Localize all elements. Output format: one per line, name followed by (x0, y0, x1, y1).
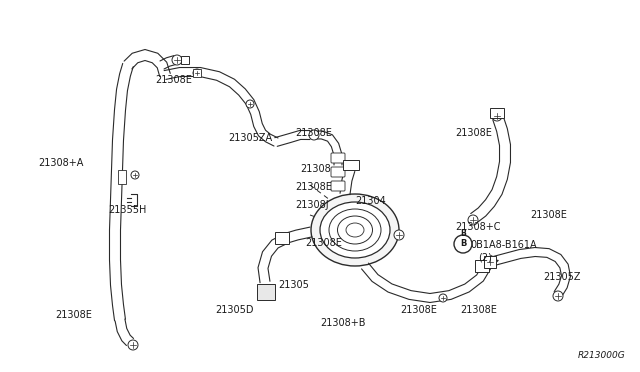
Polygon shape (115, 319, 134, 346)
Text: 21355H: 21355H (108, 205, 147, 215)
Text: 21308E: 21308E (55, 310, 92, 320)
Circle shape (492, 111, 502, 121)
Bar (475, 260, 489, 272)
Circle shape (128, 340, 138, 350)
Polygon shape (340, 169, 355, 195)
Polygon shape (285, 227, 312, 243)
Text: 21308E: 21308E (455, 128, 492, 138)
Polygon shape (489, 247, 570, 296)
Ellipse shape (311, 194, 399, 266)
Polygon shape (362, 263, 491, 302)
Polygon shape (470, 116, 511, 222)
Bar (343, 160, 359, 170)
Polygon shape (109, 63, 133, 321)
Text: 21308+A: 21308+A (38, 158, 83, 168)
Ellipse shape (320, 202, 390, 258)
Text: 21308+B: 21308+B (320, 318, 365, 328)
Text: 21308E: 21308E (155, 75, 192, 85)
Text: 21305: 21305 (278, 280, 309, 290)
FancyBboxPatch shape (331, 167, 345, 177)
Circle shape (468, 215, 478, 225)
Polygon shape (484, 256, 498, 269)
Bar (193, 69, 201, 77)
Circle shape (485, 257, 495, 267)
Circle shape (439, 294, 447, 302)
Polygon shape (275, 131, 310, 146)
Ellipse shape (329, 209, 381, 251)
Text: 21305Z: 21305Z (543, 272, 580, 282)
Text: B: B (460, 240, 466, 248)
Text: 0B1A8-B161A: 0B1A8-B161A (470, 240, 536, 250)
Text: R213000G: R213000G (577, 351, 625, 360)
Ellipse shape (309, 130, 319, 140)
Bar (484, 256, 496, 268)
Text: 21308E: 21308E (460, 305, 497, 315)
Bar (257, 284, 275, 300)
Circle shape (172, 55, 182, 65)
Text: B: B (460, 228, 466, 237)
Text: 21304: 21304 (355, 196, 386, 206)
Ellipse shape (346, 223, 364, 237)
Circle shape (553, 291, 563, 301)
Polygon shape (124, 49, 170, 77)
Polygon shape (314, 131, 342, 165)
Circle shape (131, 171, 139, 179)
Polygon shape (258, 234, 289, 283)
Text: 21305D: 21305D (215, 305, 253, 315)
FancyBboxPatch shape (331, 181, 345, 191)
Circle shape (454, 235, 472, 253)
FancyBboxPatch shape (331, 153, 345, 163)
Text: 21308E: 21308E (295, 182, 332, 192)
Text: 21308E: 21308E (400, 305, 437, 315)
Text: 21308E: 21308E (295, 128, 332, 138)
Polygon shape (164, 67, 278, 146)
Ellipse shape (337, 216, 372, 244)
Bar (275, 232, 289, 244)
Text: (2): (2) (478, 252, 492, 262)
Bar (181, 56, 189, 64)
Circle shape (246, 100, 254, 108)
Text: 21308: 21308 (300, 164, 331, 174)
Bar (490, 108, 504, 118)
Text: 21308+C: 21308+C (455, 222, 500, 232)
Circle shape (193, 69, 201, 77)
Text: 21308E: 21308E (530, 210, 567, 220)
Text: 21305ZA: 21305ZA (228, 133, 272, 143)
Bar (118, 170, 126, 184)
Circle shape (394, 230, 404, 240)
Polygon shape (160, 56, 176, 69)
Text: 21308E: 21308E (305, 238, 342, 248)
Text: 21308J: 21308J (295, 200, 328, 210)
